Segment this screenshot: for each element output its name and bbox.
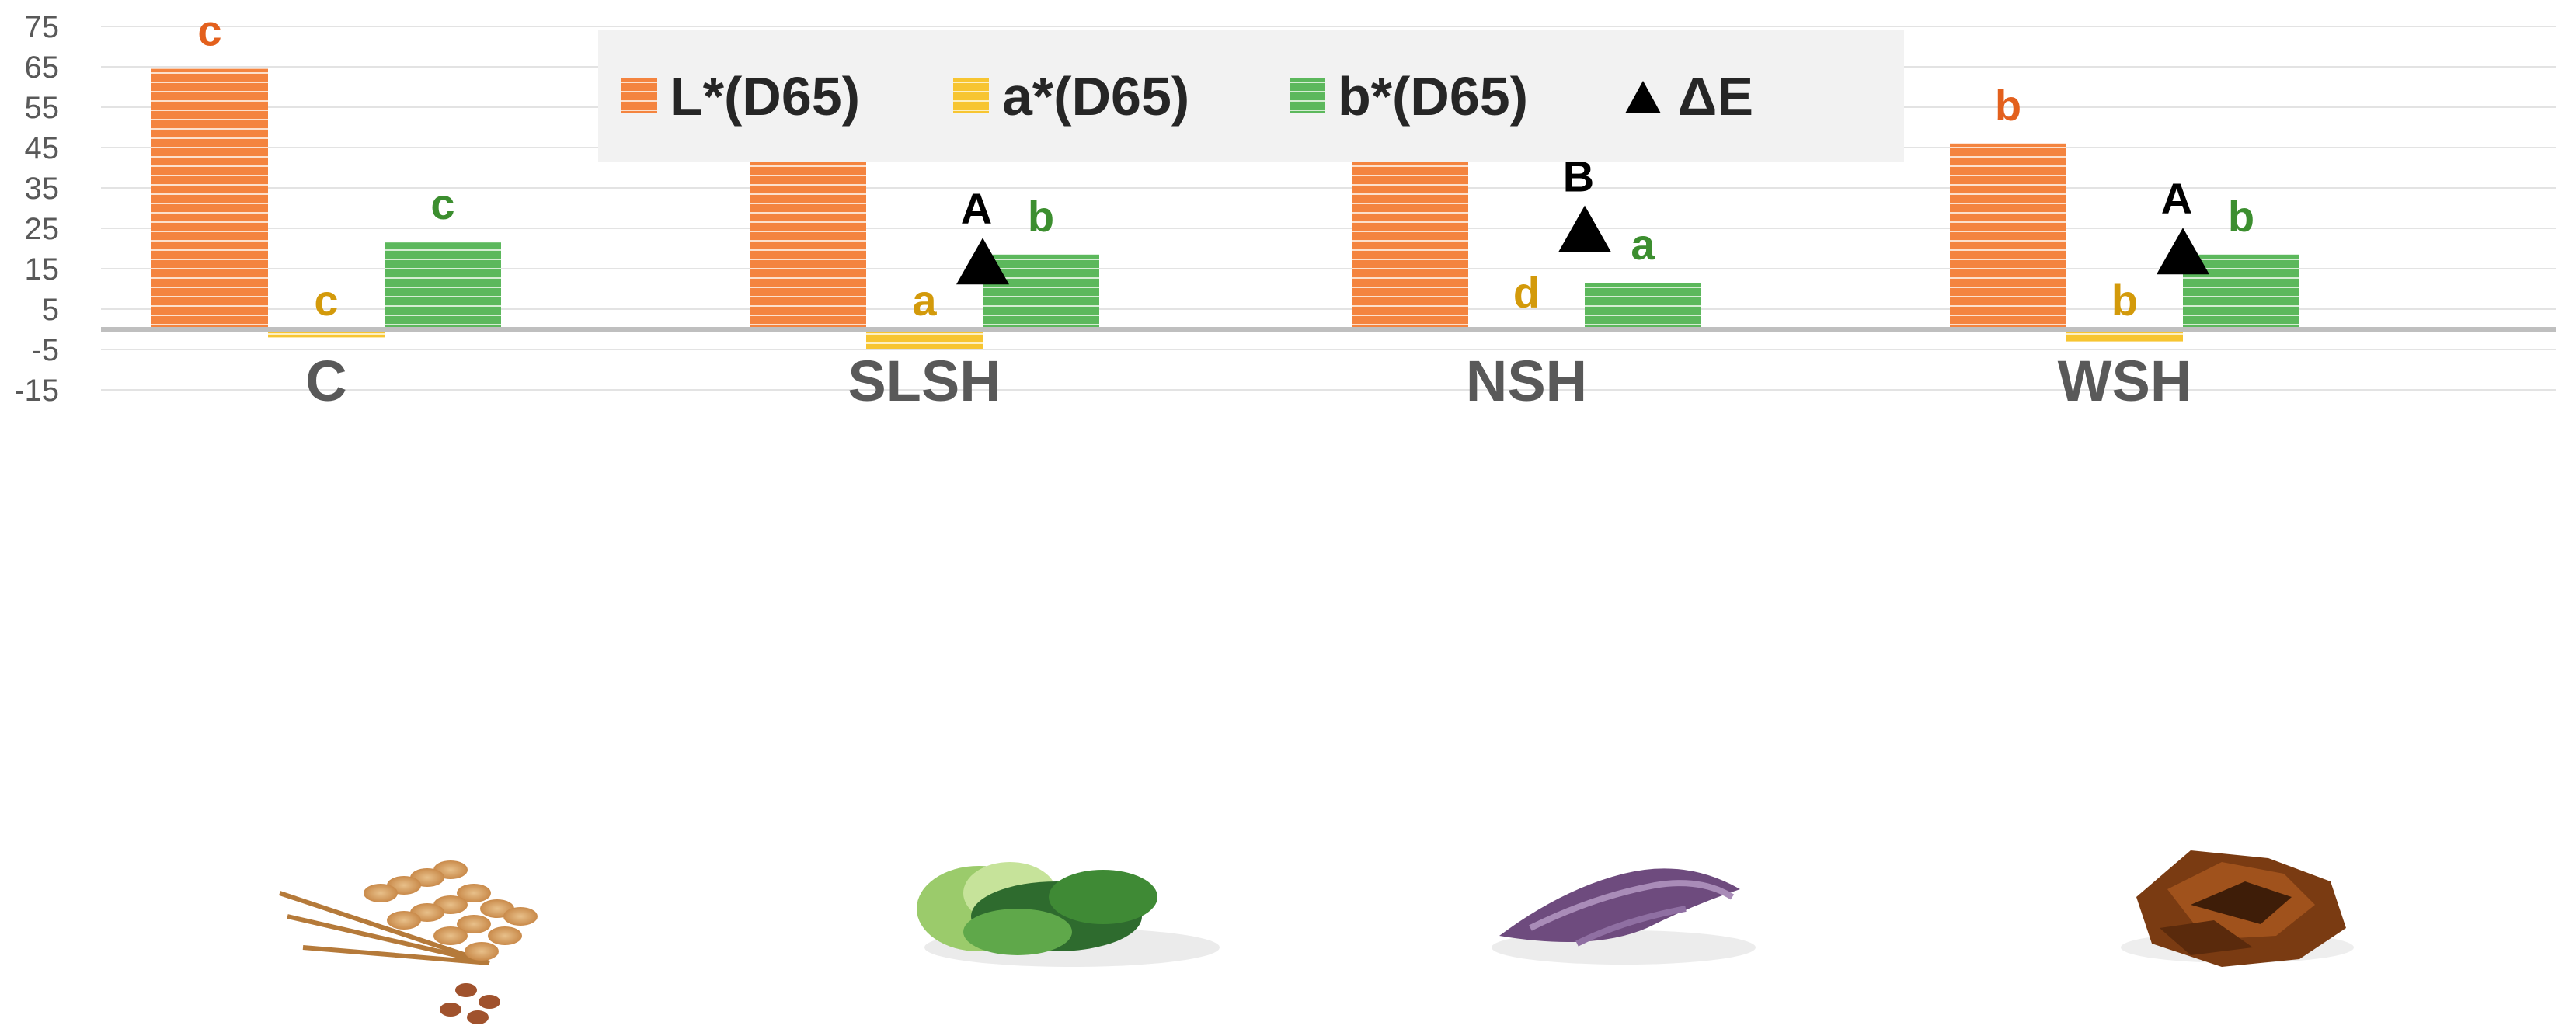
legend-background	[598, 30, 1904, 162]
bar-ld-wsh	[1950, 143, 2066, 329]
y-axis-ticks: 75 65 55 45 35 25 15 5 -5 -15	[14, 10, 59, 408]
bar-bd-nsh	[1585, 283, 1701, 329]
bar-ad-slsh	[866, 329, 983, 349]
delta-e-letter: A	[961, 184, 992, 233]
bar-ad-c	[268, 329, 385, 338]
category-label: WSH	[2058, 349, 2192, 413]
bar-bd-slsh	[983, 254, 1099, 329]
y-tick-label: 75	[25, 10, 60, 44]
legend-swatch-l	[621, 78, 657, 113]
category-label: SLSH	[848, 349, 1001, 413]
y-tick-label: -5	[31, 333, 59, 367]
significance-letter: c	[314, 276, 338, 325]
significance-letter: d	[1513, 268, 1540, 317]
delta-e-marker	[1558, 205, 1611, 252]
significance-letter: a	[912, 276, 937, 325]
y-tick-label: 25	[25, 212, 60, 246]
bar-ad-wsh	[2066, 329, 2183, 342]
category-label: NSH	[1466, 349, 1587, 413]
nori-image	[1492, 868, 1756, 965]
wakame-image	[2121, 850, 2354, 967]
legend-label-a: a*(D65)	[1002, 66, 1189, 127]
y-tick-label: 5	[42, 293, 59, 327]
significance-letter: b	[1995, 81, 2021, 130]
delta-e-letter: A	[2161, 174, 2192, 223]
category-label: C	[305, 349, 346, 413]
bar-ld-c	[151, 68, 268, 329]
y-tick-label: 65	[25, 50, 60, 85]
legend-swatch-a	[953, 78, 989, 113]
grid-lines	[101, 26, 2556, 391]
bar-bd-c	[385, 242, 501, 329]
bars	[151, 68, 2299, 349]
significance-letter: c	[430, 179, 454, 228]
category-labels: C SLSH NSH WSH	[305, 349, 2191, 413]
legend-label-delta-e: ΔE	[1678, 66, 1753, 127]
legend-triangle-icon	[1625, 81, 1661, 113]
legend-label-l: L*(D65)	[670, 66, 860, 127]
wheat-image	[279, 860, 538, 1024]
bar-ld-nsh	[1352, 159, 1468, 329]
delta-e-marker	[2157, 228, 2209, 275]
significance-letter: b	[2228, 192, 2254, 241]
y-tick-label: 35	[25, 172, 60, 206]
legend-label-b: b*(D65)	[1338, 66, 1528, 127]
significance-letter: a	[1631, 220, 1655, 269]
significance-letter: b	[1028, 192, 1054, 241]
bar-ld-slsh	[750, 135, 866, 329]
y-tick-label: 55	[25, 91, 60, 125]
y-tick-label: 15	[25, 252, 60, 287]
y-tick-label: 45	[25, 131, 60, 165]
significance-letter: b	[2111, 276, 2138, 325]
legend: L*(D65) a*(D65) b*(D65) ΔE	[598, 30, 1904, 162]
legend-swatch-b	[1290, 78, 1325, 113]
delta-e-marker	[956, 238, 1009, 285]
y-tick-label: -15	[14, 374, 59, 408]
sea-lettuce-image	[917, 862, 1220, 967]
significance-letter: c	[197, 6, 221, 55]
